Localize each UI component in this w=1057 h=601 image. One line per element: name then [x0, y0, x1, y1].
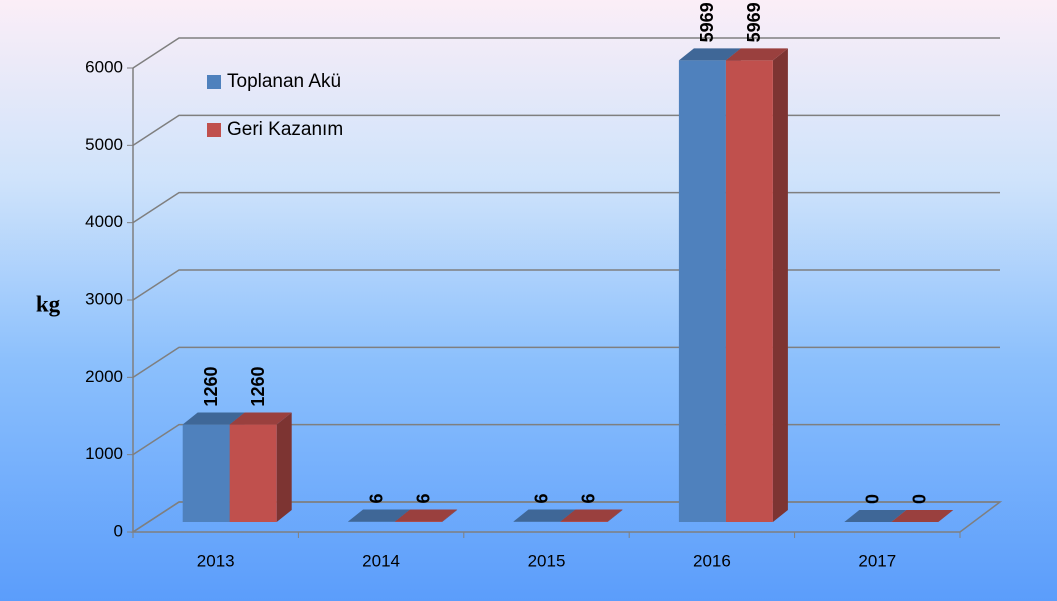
y-axis-label: kg [36, 291, 61, 316]
legend-swatch [207, 123, 221, 137]
data-label: 6 [413, 494, 433, 504]
bar-side [772, 48, 788, 522]
bar-top [678, 48, 741, 61]
y-tick-label: 0 [114, 521, 123, 540]
bar-top [229, 412, 292, 425]
x-tick-label: 2013 [197, 551, 235, 570]
bar-top [395, 509, 458, 522]
legend-swatch [207, 75, 221, 89]
bar-top [560, 509, 623, 522]
y-tick-label: 6000 [85, 57, 123, 76]
y-tick-label: 3000 [85, 289, 123, 308]
data-label: 5969 [697, 2, 717, 42]
bar-side [276, 412, 292, 522]
data-label: 6 [532, 494, 552, 504]
bar [229, 424, 277, 522]
data-label: 0 [863, 494, 883, 504]
bar [725, 60, 773, 522]
data-label: 6 [366, 494, 386, 504]
bar-top [348, 509, 411, 522]
data-label: 5969 [744, 2, 764, 42]
bar-top [182, 412, 245, 425]
data-label: 1260 [248, 367, 268, 407]
grid-line [132, 37, 1000, 69]
bar-top [844, 510, 907, 522]
legend-label: Geri Kazanım [227, 119, 343, 140]
x-tick-label: 2015 [528, 551, 566, 570]
y-tick-label: 1000 [85, 444, 123, 463]
x-tick-label: 2016 [693, 551, 731, 570]
data-label: 1260 [201, 367, 221, 407]
x-tick-label: 2017 [858, 551, 896, 570]
bar-side [442, 509, 458, 522]
data-label: 0 [910, 494, 930, 504]
bar-side [607, 509, 623, 522]
x-tick-label: 2014 [362, 551, 400, 570]
bar-top [513, 509, 576, 522]
legend-label: Toplanan Akü [227, 71, 341, 92]
bar [678, 60, 726, 522]
data-label: 6 [579, 494, 599, 504]
bar [182, 424, 230, 522]
bar-top [725, 48, 788, 61]
y-tick-label: 4000 [85, 212, 123, 231]
y-tick-label: 2000 [85, 367, 123, 386]
bar-top [891, 510, 954, 522]
y-tick-label: 5000 [85, 135, 123, 154]
